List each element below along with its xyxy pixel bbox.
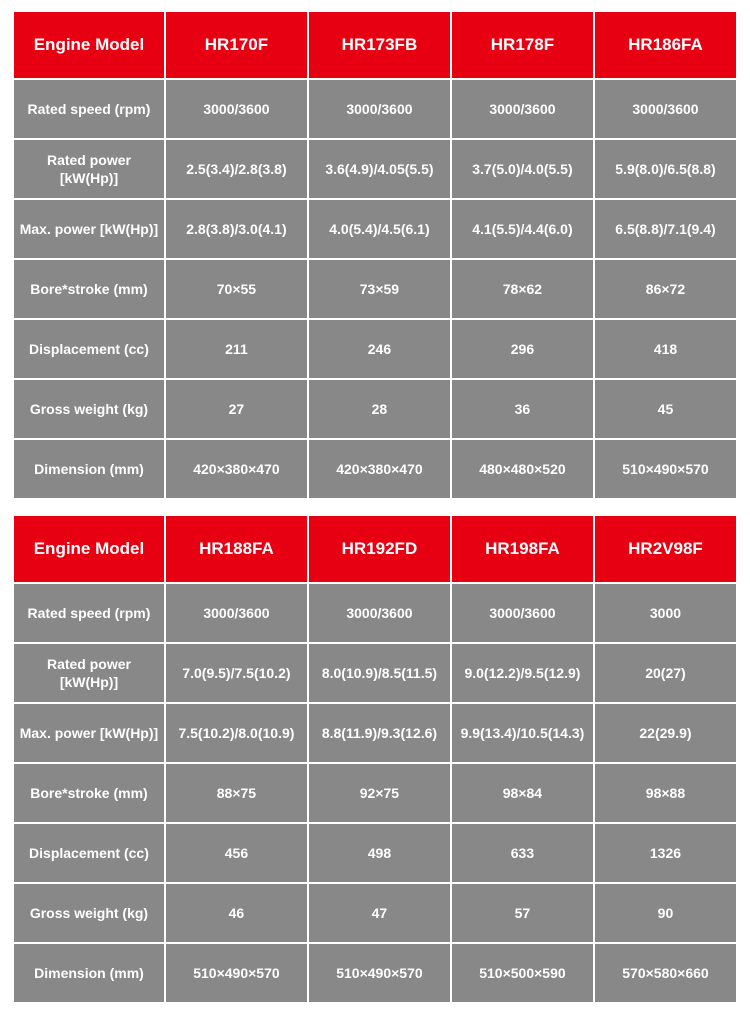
- header-cell: HR188FA: [166, 516, 307, 582]
- table-row: Displacement (cc) 211 246 296 418: [14, 320, 736, 378]
- cell: 5.9(8.0)/6.5(8.8): [595, 140, 736, 198]
- row-label: Displacement (cc): [14, 320, 164, 378]
- table-row: Rated speed (rpm) 3000/3600 3000/3600 30…: [14, 80, 736, 138]
- header-cell: HR198FA: [452, 516, 593, 582]
- cell: 510×490×570: [595, 440, 736, 498]
- cell: 498: [309, 824, 450, 882]
- cell: 36: [452, 380, 593, 438]
- cell: 211: [166, 320, 307, 378]
- cell: 3000/3600: [309, 80, 450, 138]
- cell: 480×480×520: [452, 440, 593, 498]
- cell: 98×84: [452, 764, 593, 822]
- row-label: Dimension (mm): [14, 944, 164, 1002]
- cell: 22(29.9): [595, 704, 736, 762]
- header-cell: HR192FD: [309, 516, 450, 582]
- header-cell: HR178F: [452, 12, 593, 78]
- row-label: Rated speed (rpm): [14, 584, 164, 642]
- cell: 570×580×660: [595, 944, 736, 1002]
- specs-table-1: Engine Model HR170F HR173FB HR178F HR186…: [12, 10, 738, 500]
- cell: 2.5(3.4)/2.8(3.8): [166, 140, 307, 198]
- row-label: Gross weight (kg): [14, 884, 164, 942]
- cell: 8.0(10.9)/8.5(11.5): [309, 644, 450, 702]
- table-row: Max. power [kW(Hp)] 7.5(10.2)/8.0(10.9) …: [14, 704, 736, 762]
- cell: 7.0(9.5)/7.5(10.2): [166, 644, 307, 702]
- cell: 57: [452, 884, 593, 942]
- cell: 510×500×590: [452, 944, 593, 1002]
- row-label: Rated speed (rpm): [14, 80, 164, 138]
- header-cell: HR2V98F: [595, 516, 736, 582]
- header-cell: Engine Model: [14, 12, 164, 78]
- cell: 420×380×470: [309, 440, 450, 498]
- cell: 98×88: [595, 764, 736, 822]
- cell: 3000/3600: [452, 584, 593, 642]
- cell: 3000: [595, 584, 736, 642]
- header-cell: HR186FA: [595, 12, 736, 78]
- cell: 633: [452, 824, 593, 882]
- row-label: Dimension (mm): [14, 440, 164, 498]
- cell: 3.6(4.9)/4.05(5.5): [309, 140, 450, 198]
- header-cell: Engine Model: [14, 516, 164, 582]
- row-label: Max. power [kW(Hp)]: [14, 200, 164, 258]
- table-row: Max. power [kW(Hp)] 2.8(3.8)/3.0(4.1) 4.…: [14, 200, 736, 258]
- table-row: Dimension (mm) 420×380×470 420×380×470 4…: [14, 440, 736, 498]
- cell: 73×59: [309, 260, 450, 318]
- table-header-row: Engine Model HR188FA HR192FD HR198FA HR2…: [14, 516, 736, 582]
- cell: 27: [166, 380, 307, 438]
- cell: 420×380×470: [166, 440, 307, 498]
- cell: 70×55: [166, 260, 307, 318]
- cell: 510×490×570: [309, 944, 450, 1002]
- table-row: Displacement (cc) 456 498 633 1326: [14, 824, 736, 882]
- cell: 296: [452, 320, 593, 378]
- header-cell: HR173FB: [309, 12, 450, 78]
- cell: 92×75: [309, 764, 450, 822]
- cell: 1326: [595, 824, 736, 882]
- cell: 46: [166, 884, 307, 942]
- row-label: Rated power [kW(Hp)]: [14, 644, 164, 702]
- cell: 3000/3600: [595, 80, 736, 138]
- specs-table-2: Engine Model HR188FA HR192FD HR198FA HR2…: [12, 514, 738, 1004]
- cell: 6.5(8.8)/7.1(9.4): [595, 200, 736, 258]
- cell: 2.8(3.8)/3.0(4.1): [166, 200, 307, 258]
- cell: 3000/3600: [309, 584, 450, 642]
- row-label: Displacement (cc): [14, 824, 164, 882]
- row-label: Rated power [kW(Hp)]: [14, 140, 164, 198]
- cell: 7.5(10.2)/8.0(10.9): [166, 704, 307, 762]
- cell: 86×72: [595, 260, 736, 318]
- table-row: Bore*stroke (mm) 70×55 73×59 78×62 86×72: [14, 260, 736, 318]
- cell: 9.9(13.4)/10.5(14.3): [452, 704, 593, 762]
- row-label: Gross weight (kg): [14, 380, 164, 438]
- table-row: Gross weight (kg) 46 47 57 90: [14, 884, 736, 942]
- table-row: Rated power [kW(Hp)] 7.0(9.5)/7.5(10.2) …: [14, 644, 736, 702]
- cell: 4.0(5.4)/4.5(6.1): [309, 200, 450, 258]
- cell: 4.1(5.5)/4.4(6.0): [452, 200, 593, 258]
- row-label: Max. power [kW(Hp)]: [14, 704, 164, 762]
- cell: 45: [595, 380, 736, 438]
- cell: 9.0(12.2)/9.5(12.9): [452, 644, 593, 702]
- cell: 418: [595, 320, 736, 378]
- cell: 78×62: [452, 260, 593, 318]
- table-row: Gross weight (kg) 27 28 36 45: [14, 380, 736, 438]
- cell: 456: [166, 824, 307, 882]
- cell: 88×75: [166, 764, 307, 822]
- table-row: Rated speed (rpm) 3000/3600 3000/3600 30…: [14, 584, 736, 642]
- cell: 8.8(11.9)/9.3(12.6): [309, 704, 450, 762]
- table-header-row: Engine Model HR170F HR173FB HR178F HR186…: [14, 12, 736, 78]
- header-cell: HR170F: [166, 12, 307, 78]
- cell: 3000/3600: [452, 80, 593, 138]
- cell: 510×490×570: [166, 944, 307, 1002]
- cell: 90: [595, 884, 736, 942]
- cell: 20(27): [595, 644, 736, 702]
- cell: 47: [309, 884, 450, 942]
- cell: 246: [309, 320, 450, 378]
- table-row: Bore*stroke (mm) 88×75 92×75 98×84 98×88: [14, 764, 736, 822]
- cell: 3.7(5.0)/4.0(5.5): [452, 140, 593, 198]
- cell: 28: [309, 380, 450, 438]
- table-row: Dimension (mm) 510×490×570 510×490×570 5…: [14, 944, 736, 1002]
- cell: 3000/3600: [166, 584, 307, 642]
- cell: 3000/3600: [166, 80, 307, 138]
- row-label: Bore*stroke (mm): [14, 764, 164, 822]
- row-label: Bore*stroke (mm): [14, 260, 164, 318]
- table-row: Rated power [kW(Hp)] 2.5(3.4)/2.8(3.8) 3…: [14, 140, 736, 198]
